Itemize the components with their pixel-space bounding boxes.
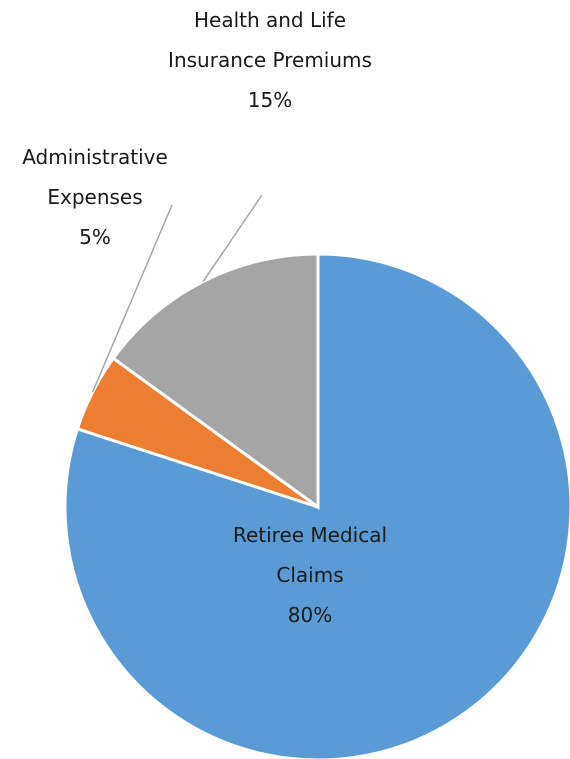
category-label: Retiree Medical Claims	[232, 523, 388, 587]
data-label: Retiree Medical Claims 80%	[210, 515, 410, 635]
value-label: 80%	[287, 603, 333, 627]
data-label: Administrative Expenses 5%	[0, 137, 190, 257]
pie-slice	[63, 252, 570, 759]
value-label: 5%	[79, 225, 111, 249]
value-label: 15%	[247, 88, 293, 112]
leader-line	[202, 194, 263, 282]
data-label: Health and Life Insurance Premiums 15%	[165, 0, 375, 120]
category-label: Health and Life Insurance Premiums	[168, 8, 372, 72]
leader-line	[91, 204, 173, 393]
category-label: Administrative Expenses	[22, 145, 168, 209]
